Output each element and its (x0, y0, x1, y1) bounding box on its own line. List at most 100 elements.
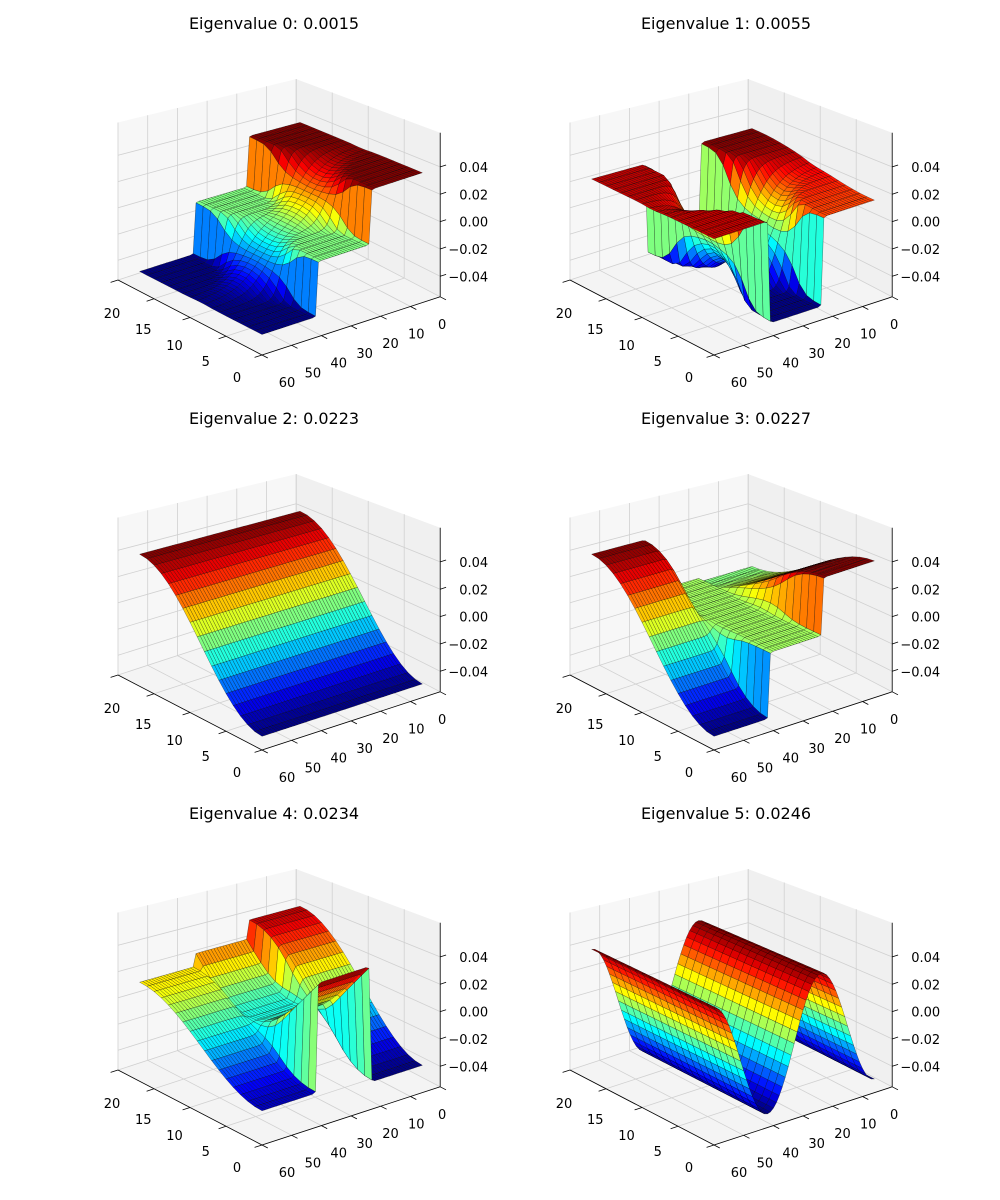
y-tick-label: 10 (860, 723, 877, 738)
z-tick-mark (892, 669, 899, 672)
y-tick-label: 10 (408, 723, 425, 738)
x-tick-mark (254, 354, 263, 358)
y-tick-mark (291, 344, 298, 349)
y-tick-label: 30 (356, 742, 373, 757)
subplot-3: Eigenvalue 3: 0.022705101520010203040506… (556, 409, 940, 786)
x-tick-label: 5 (654, 750, 662, 765)
y-tick-label: 20 (834, 732, 851, 747)
x-tick-label: 15 (135, 323, 152, 338)
z-tick-label: −0.02 (900, 638, 940, 653)
plot-title: Eigenvalue 4: 0.0234 (189, 804, 359, 823)
surface-patch (706, 234, 718, 239)
y-tick-label: 0 (438, 318, 446, 333)
x-tick-mark (634, 317, 643, 321)
y-tick-mark (261, 354, 268, 359)
x-tick-label: 10 (166, 1129, 183, 1144)
z-tick-mark (892, 164, 899, 168)
x-tick-mark (634, 712, 643, 716)
plot-title: Eigenvalue 0: 0.0015 (189, 14, 359, 33)
y-tick-mark (773, 730, 780, 734)
y-tick-mark (440, 296, 447, 301)
y-tick-mark (713, 354, 720, 359)
z-tick-label: 0.04 (911, 161, 940, 176)
z-tick-mark (440, 614, 447, 617)
x-tick-mark (706, 749, 715, 753)
x-tick-mark (562, 279, 571, 283)
y-tick-mark (321, 730, 328, 734)
x-tick-label: 20 (104, 1097, 121, 1112)
y-tick-label: 30 (808, 742, 825, 757)
gridline (748, 108, 893, 168)
z-tick-mark (440, 954, 447, 958)
z-tick-label: −0.02 (900, 243, 940, 258)
z-tick-label: 0.04 (911, 556, 940, 571)
y-tick-label: 60 (279, 1166, 296, 1181)
x-tick-label: 20 (556, 307, 573, 322)
z-tick-label: −0.02 (448, 638, 488, 653)
y-tick-mark (832, 710, 839, 715)
z-tick-label: 0.00 (459, 1006, 488, 1021)
x-tick-label: 5 (654, 355, 662, 370)
x-tick-label: 5 (202, 355, 210, 370)
z-tick-label: −0.04 (448, 665, 488, 680)
subplot-4: Eigenvalue 4: 0.023405101520010203040506… (104, 804, 488, 1181)
y-tick-label: 40 (782, 752, 799, 767)
y-tick-mark (773, 335, 780, 339)
z-tick-mark (892, 274, 899, 277)
y-tick-mark (440, 691, 447, 696)
z-tick-label: 0.02 (459, 188, 488, 203)
x-tick-label: 5 (202, 750, 210, 765)
y-tick-label: 0 (890, 713, 898, 728)
y-tick-mark (892, 296, 899, 301)
z-tick-label: 0.04 (459, 556, 488, 571)
gridline (629, 260, 774, 336)
y-tick-label: 20 (382, 732, 399, 747)
x-tick-label: 0 (233, 371, 241, 386)
x-tick-mark (598, 693, 607, 697)
z-tick-mark (440, 586, 447, 590)
y-tick-label: 10 (408, 1118, 425, 1133)
y-tick-label: 0 (438, 1108, 446, 1123)
x-tick-mark (182, 317, 191, 321)
z-tick-label: −0.04 (448, 270, 488, 285)
y-tick-mark (291, 739, 298, 744)
y-tick-label: 0 (438, 713, 446, 728)
z-tick-label: 0.00 (911, 216, 940, 231)
y-tick-label: 20 (382, 1127, 399, 1142)
z-tick-mark (440, 191, 447, 195)
plot-title: Eigenvalue 2: 0.0223 (189, 409, 359, 428)
y-tick-mark (380, 1105, 387, 1110)
y-tick-label: 50 (305, 366, 322, 381)
x-tick-label: 0 (685, 766, 693, 781)
x-tick-mark (598, 298, 607, 302)
gridline (117, 108, 297, 156)
y-tick-mark (743, 344, 750, 349)
y-tick-label: 20 (382, 337, 399, 352)
x-tick-mark (218, 730, 227, 735)
y-tick-label: 20 (834, 337, 851, 352)
x-tick-mark (670, 335, 679, 340)
y-tick-mark (410, 1096, 417, 1100)
z-tick-label: 0.00 (459, 611, 488, 626)
y-tick-mark (832, 315, 839, 320)
z-tick-mark (440, 559, 447, 563)
subplot-1: Eigenvalue 1: 0.005505101520010203040506… (556, 14, 940, 391)
gridline (569, 108, 749, 156)
z-tick-mark (440, 164, 447, 168)
y-tick-mark (350, 720, 358, 725)
x-tick-label: 15 (135, 1113, 152, 1128)
y-tick-mark (802, 720, 810, 725)
z-tick-mark (440, 219, 447, 222)
y-tick-mark (410, 306, 417, 310)
x-tick-mark (146, 1088, 155, 1092)
z-tick-mark (440, 1036, 447, 1040)
y-tick-mark (380, 315, 387, 320)
x-tick-mark (110, 1069, 119, 1073)
z-tick-mark (440, 641, 447, 645)
y-tick-label: 30 (356, 1137, 373, 1152)
y-tick-label: 60 (279, 771, 296, 786)
x-tick-label: 10 (618, 734, 635, 749)
x-tick-mark (670, 730, 679, 735)
z-tick-mark (440, 1064, 447, 1067)
y-tick-mark (862, 701, 869, 705)
